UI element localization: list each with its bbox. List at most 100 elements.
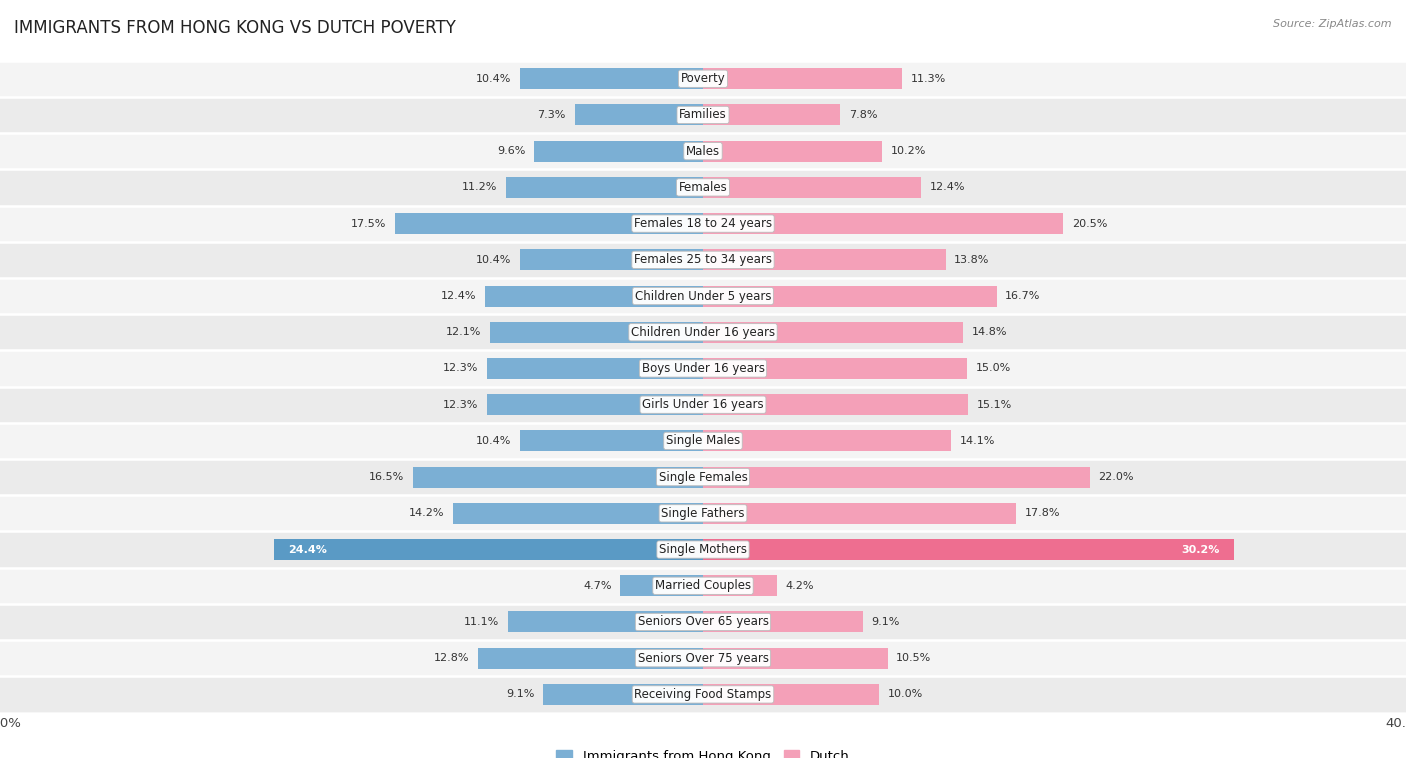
Text: 9.1%: 9.1% (872, 617, 900, 627)
Text: 12.1%: 12.1% (446, 327, 481, 337)
Bar (478, 647, 703, 669)
Text: Single Females: Single Females (658, 471, 748, 484)
Bar (703, 321, 963, 343)
Text: 24.4%: 24.4% (288, 544, 328, 555)
Bar (703, 612, 863, 632)
Text: 11.3%: 11.3% (911, 74, 946, 83)
Text: 11.1%: 11.1% (464, 617, 499, 627)
Text: Families: Families (679, 108, 727, 121)
Text: Girls Under 16 years: Girls Under 16 years (643, 398, 763, 411)
Bar (0, 568, 1406, 604)
Text: 10.4%: 10.4% (477, 74, 512, 83)
Text: 7.3%: 7.3% (537, 110, 565, 120)
Bar (491, 321, 703, 343)
Text: IMMIGRANTS FROM HONG KONG VS DUTCH POVERTY: IMMIGRANTS FROM HONG KONG VS DUTCH POVER… (14, 19, 456, 37)
Bar (486, 358, 703, 379)
Bar (0, 97, 1406, 133)
Text: 10.2%: 10.2% (891, 146, 927, 156)
Bar (0, 387, 1406, 423)
Bar (620, 575, 703, 597)
Bar (0, 423, 1406, 459)
Text: 17.5%: 17.5% (352, 218, 387, 229)
Text: 16.7%: 16.7% (1005, 291, 1040, 301)
Bar (703, 467, 1090, 487)
Legend: Immigrants from Hong Kong, Dutch: Immigrants from Hong Kong, Dutch (551, 744, 855, 758)
Text: Children Under 5 years: Children Under 5 years (634, 290, 772, 302)
Text: 16.5%: 16.5% (368, 472, 405, 482)
Text: Females 25 to 34 years: Females 25 to 34 years (634, 253, 772, 266)
Bar (0, 676, 1406, 713)
Bar (508, 612, 703, 632)
Text: 12.3%: 12.3% (443, 399, 478, 409)
Text: 30.2%: 30.2% (1181, 544, 1219, 555)
Text: 10.4%: 10.4% (477, 255, 512, 265)
Bar (703, 394, 969, 415)
Bar (520, 249, 703, 271)
Text: 9.1%: 9.1% (506, 690, 534, 700)
Text: 14.2%: 14.2% (409, 509, 444, 518)
Bar (0, 314, 1406, 350)
Text: 10.5%: 10.5% (897, 653, 932, 663)
Text: 4.7%: 4.7% (583, 581, 612, 590)
Bar (0, 133, 1406, 169)
Bar (0, 604, 1406, 640)
Bar (395, 213, 703, 234)
Bar (413, 467, 703, 487)
Text: Receiving Food Stamps: Receiving Food Stamps (634, 688, 772, 701)
Text: 20.5%: 20.5% (1073, 218, 1108, 229)
Text: Single Fathers: Single Fathers (661, 507, 745, 520)
Bar (0, 350, 1406, 387)
Text: 11.2%: 11.2% (463, 183, 498, 193)
Text: Females: Females (679, 181, 727, 194)
Text: Seniors Over 75 years: Seniors Over 75 years (637, 652, 769, 665)
Bar (703, 684, 879, 705)
Bar (0, 278, 1406, 314)
Bar (703, 358, 967, 379)
Bar (703, 68, 901, 89)
Bar (534, 141, 703, 161)
Text: Poverty: Poverty (681, 72, 725, 85)
Text: 10.4%: 10.4% (477, 436, 512, 446)
Text: 7.8%: 7.8% (849, 110, 877, 120)
Bar (0, 242, 1406, 278)
Text: 17.8%: 17.8% (1025, 509, 1060, 518)
Bar (703, 249, 945, 271)
Bar (703, 141, 883, 161)
Text: Females 18 to 24 years: Females 18 to 24 years (634, 217, 772, 230)
Bar (703, 647, 887, 669)
Text: 13.8%: 13.8% (955, 255, 990, 265)
Bar (486, 394, 703, 415)
Text: Source: ZipAtlas.com: Source: ZipAtlas.com (1274, 19, 1392, 29)
Text: 12.4%: 12.4% (929, 183, 965, 193)
Bar (0, 531, 1406, 568)
Bar (520, 68, 703, 89)
Bar (0, 459, 1406, 495)
Text: 4.2%: 4.2% (786, 581, 814, 590)
Bar (703, 539, 1234, 560)
Bar (274, 539, 703, 560)
Bar (703, 431, 950, 452)
Bar (703, 177, 921, 198)
Text: Single Males: Single Males (666, 434, 740, 447)
Text: Children Under 16 years: Children Under 16 years (631, 326, 775, 339)
Bar (703, 105, 841, 126)
Bar (0, 61, 1406, 97)
Text: 10.0%: 10.0% (887, 690, 922, 700)
Text: 15.1%: 15.1% (977, 399, 1012, 409)
Bar (703, 213, 1063, 234)
Bar (0, 495, 1406, 531)
Bar (0, 169, 1406, 205)
Text: 12.3%: 12.3% (443, 364, 478, 374)
Bar (703, 286, 997, 306)
Text: Married Couples: Married Couples (655, 579, 751, 592)
Bar (485, 286, 703, 306)
Bar (520, 431, 703, 452)
Bar (506, 177, 703, 198)
Text: Seniors Over 65 years: Seniors Over 65 years (637, 615, 769, 628)
Text: 9.6%: 9.6% (498, 146, 526, 156)
Bar (703, 503, 1015, 524)
Text: 12.8%: 12.8% (434, 653, 470, 663)
Bar (0, 205, 1406, 242)
Text: 14.1%: 14.1% (960, 436, 995, 446)
Text: Boys Under 16 years: Boys Under 16 years (641, 362, 765, 375)
